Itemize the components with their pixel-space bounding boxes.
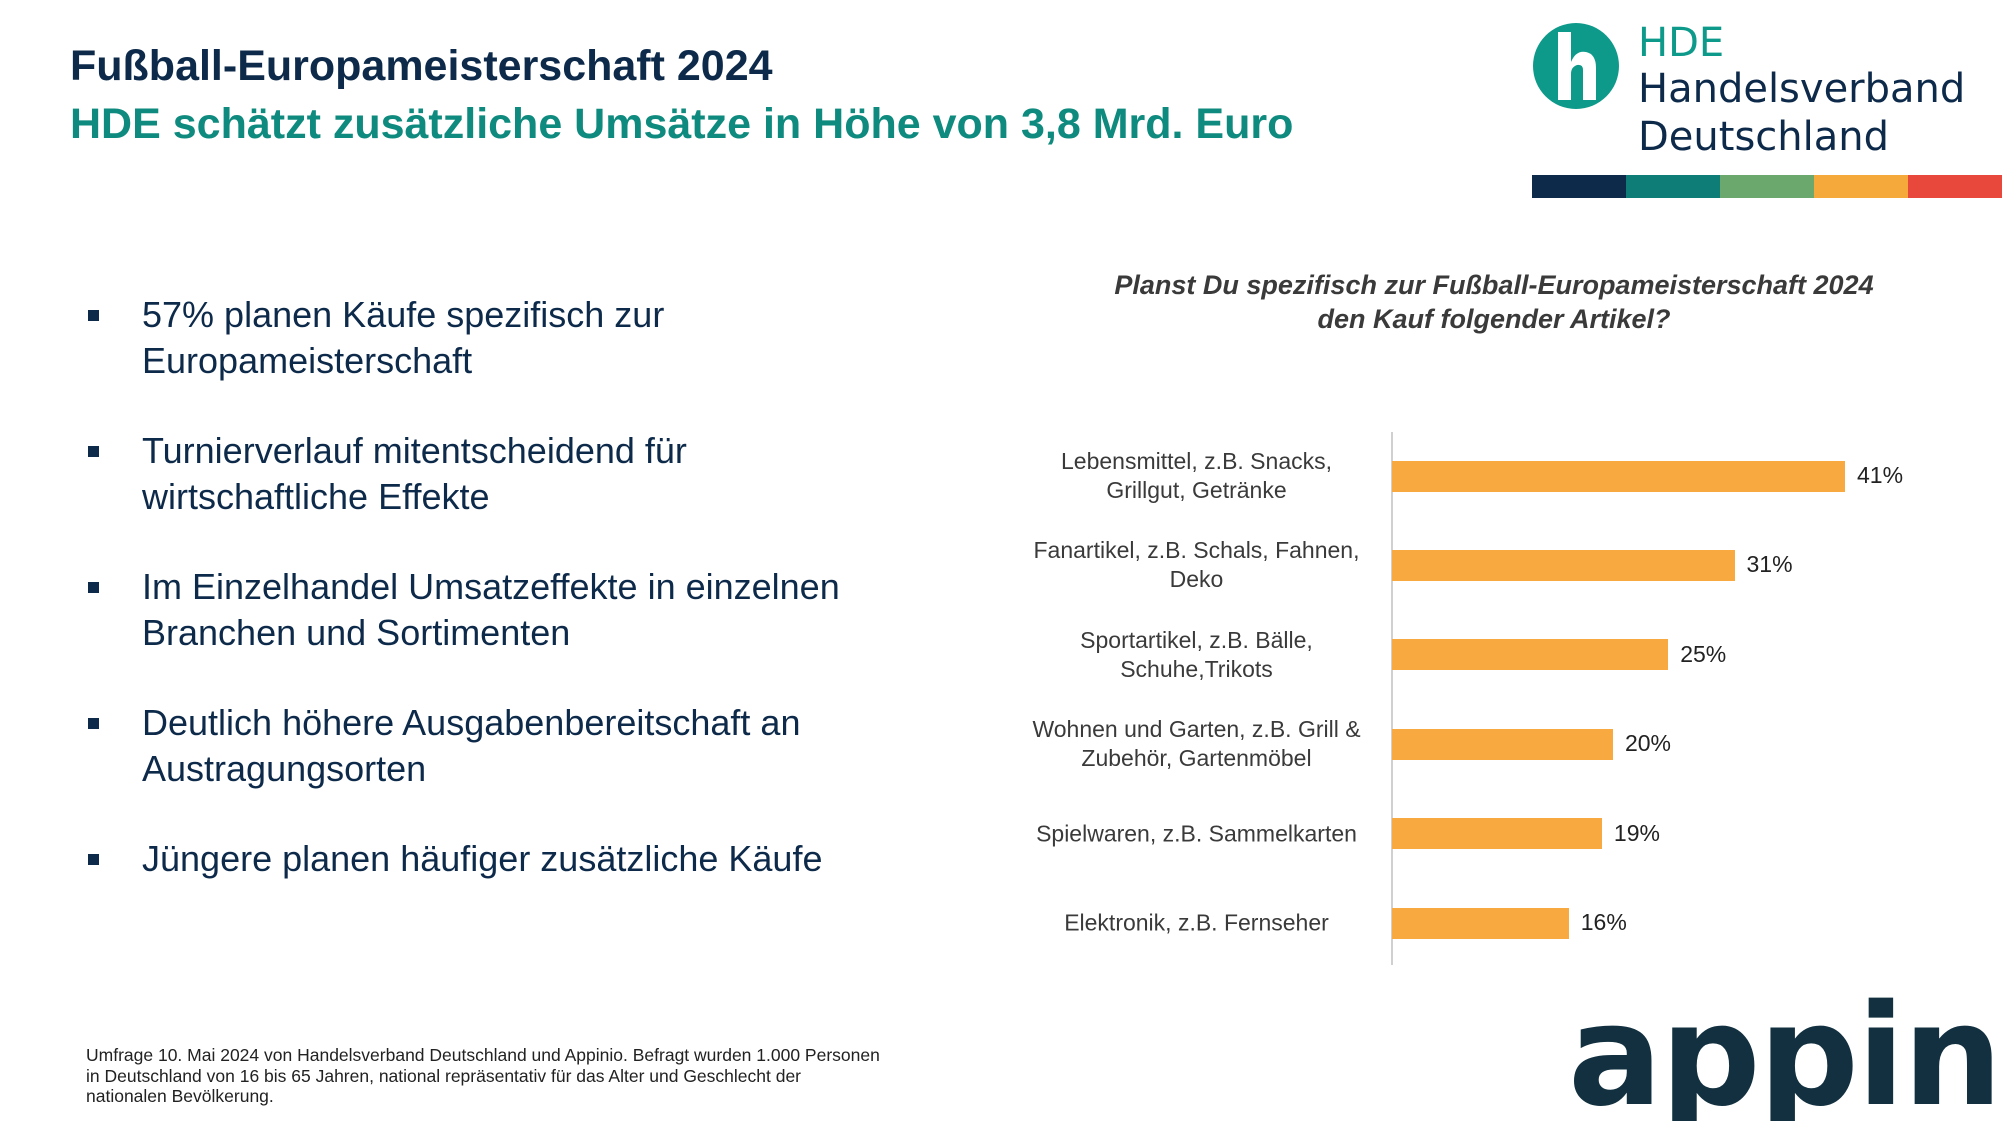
category-label: Elektronik, z.B. Fernseher: [1064, 909, 1329, 936]
category-label: Spielwaren, z.B. Sammelkarten: [1036, 820, 1357, 847]
value-label: 20%: [1624, 730, 1672, 757]
bar: [1392, 818, 1602, 850]
color-strip: [1532, 175, 1626, 198]
logo-icon: [1533, 23, 1619, 109]
category-label: Lebensmittel, z.B. Snacks, Grillgut, Get…: [1060, 448, 1332, 503]
axis-line: [1391, 432, 1393, 965]
title: Fußball-Europameisterschaft 2024: [70, 42, 773, 90]
category-label: Sportartikel, z.B. Bälle, Schuhe,Trikots: [1080, 626, 1313, 682]
color-strip: [1814, 175, 1908, 198]
color-strip: [1626, 175, 1720, 198]
bar: [1392, 728, 1613, 760]
logo-text: Deutschland: [1638, 114, 1889, 160]
bar: [1392, 549, 1735, 581]
bullet: Im Einzelhandel Umsatzeffekte in einzeln…: [86, 564, 886, 700]
value-label: 19%: [1613, 819, 1660, 846]
value-label: 41%: [1857, 462, 1904, 488]
bullet: Jüngere planen häufiger zusätzliche Käuf…: [86, 836, 886, 972]
bullet: 57% planen Käufe spezifisch zur Europame…: [86, 292, 886, 428]
color-strip: [1908, 175, 2002, 198]
chart-title: Planst Du spezifisch zur Fußball-Europam…: [1114, 270, 1874, 334]
bar: [1392, 639, 1669, 671]
logo-text: Handelsverband: [1638, 66, 1966, 112]
category-label: Wohnen und Garten, z.B. Grill & Zubehör,…: [1032, 716, 1361, 772]
bullet: Deutlich höhere Ausgabenbereitschaft an …: [86, 700, 886, 836]
value-label: 25%: [1680, 640, 1727, 667]
value-label: 16%: [1580, 909, 1627, 935]
footnote: Umfrage 10. Mai 2024 von Handelsverband …: [86, 1045, 880, 1106]
brand-logo: appinio: [1568, 975, 2002, 1121]
subtitle: HDE schätzt zusätzliche Umsätze in Höhe …: [70, 100, 1294, 148]
color-strip: [1720, 175, 1814, 198]
logo-text: HDE: [1638, 20, 1725, 66]
value-label: 31%: [1746, 551, 1793, 578]
bar: [1392, 460, 1845, 492]
category-label: Fanartikel, z.B. Schals, Fahnen, Deko: [1033, 537, 1360, 593]
bar: [1392, 907, 1569, 939]
bullet: Turnierverlauf mitentscheidend für wirts…: [86, 428, 886, 564]
bullet-list: 57% planen Käufe spezifisch zur Europame…: [86, 292, 886, 972]
